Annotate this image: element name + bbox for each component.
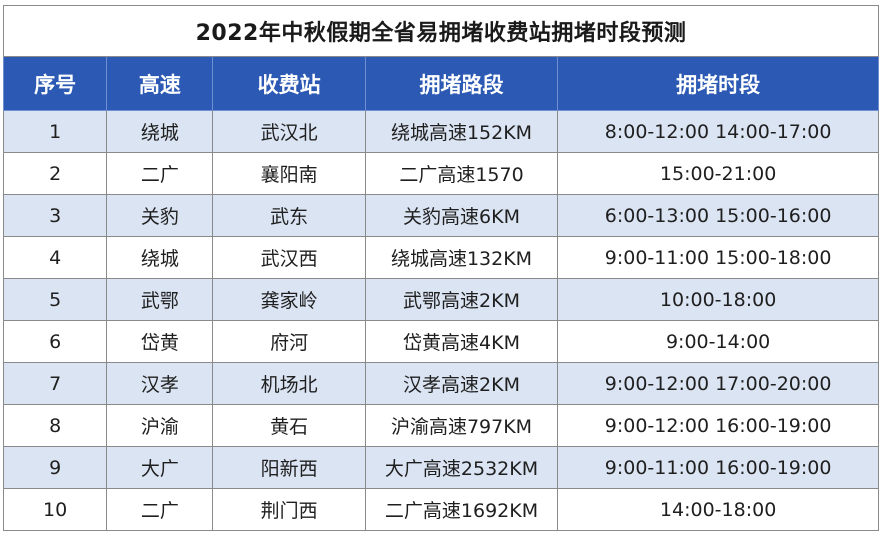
header-row: 序号 高速 收费站 拥堵路段 拥堵时段 [2, 56, 879, 111]
cell-index[interactable]: 6 [2, 320, 108, 363]
table-row: 10 二广 荆门西 二广高速1692KM 14:00-18:00 [2, 488, 879, 531]
cell-index[interactable]: 1 [2, 110, 108, 153]
cell-congested-section[interactable]: 绕城高速132KM [364, 236, 559, 279]
cell-toll-station[interactable]: 黄石 [212, 404, 366, 447]
cell-toll-station[interactable]: 阳新西 [212, 446, 366, 489]
cell-highway[interactable]: 岱黄 [106, 320, 214, 363]
table-row: 9 大广 阳新西 大广高速2532KM 9:00-11:00 16:00-19:… [2, 446, 879, 489]
cell-congestion-period[interactable]: 9:00-11:00 15:00-18:00 [557, 236, 879, 279]
cell-index[interactable]: 2 [2, 152, 108, 195]
cell-congested-section[interactable]: 关豹高速6KM [364, 194, 559, 237]
header-cell-congestion-period[interactable]: 拥堵时段 [557, 56, 879, 111]
cell-highway[interactable]: 关豹 [106, 194, 214, 237]
cell-toll-station[interactable]: 武汉西 [212, 236, 366, 279]
table-row: 8 沪渝 黄石 沪渝高速797KM 9:00-12:00 16:00-19:00 [2, 404, 879, 447]
cell-congestion-period[interactable]: 9:00-14:00 [557, 320, 879, 363]
cell-toll-station[interactable]: 机场北 [212, 362, 366, 405]
table-row: 6 岱黄 府河 岱黄高速4KM 9:00-14:00 [2, 320, 879, 363]
cell-congested-section[interactable]: 汉孝高速2KM [364, 362, 559, 405]
table-row: 7 汉孝 机场北 汉孝高速2KM 9:00-12:00 17:00-20:00 [2, 362, 879, 405]
cell-index[interactable]: 8 [2, 404, 108, 447]
cell-congested-section[interactable]: 大广高速2532KM [364, 446, 559, 489]
cell-toll-station[interactable]: 府河 [212, 320, 366, 363]
cell-toll-station[interactable]: 武汉北 [212, 110, 366, 153]
cell-congestion-period[interactable]: 10:00-18:00 [557, 278, 879, 321]
table-row: 5 武鄂 龚家岭 武鄂高速2KM 10:00-18:00 [2, 278, 879, 321]
header-cell-toll-station[interactable]: 收费站 [212, 56, 366, 111]
title-row: 2022年中秋假期全省易拥堵收费站拥堵时段预测 [3, 5, 879, 57]
cell-congested-section[interactable]: 沪渝高速797KM [364, 404, 559, 447]
cell-highway[interactable]: 大广 [106, 446, 214, 489]
cell-highway[interactable]: 汉孝 [106, 362, 214, 405]
cell-toll-station[interactable]: 襄阳南 [212, 152, 366, 195]
header-cell-congested-section[interactable]: 拥堵路段 [364, 56, 559, 111]
cell-index[interactable]: 3 [2, 194, 108, 237]
cell-highway[interactable]: 武鄂 [106, 278, 214, 321]
cell-congested-section[interactable]: 岱黄高速4KM [364, 320, 559, 363]
cell-toll-station[interactable]: 武东 [212, 194, 366, 237]
cell-index[interactable]: 5 [2, 278, 108, 321]
table-row: 4 绕城 武汉西 绕城高速132KM 9:00-11:00 15:00-18:0… [2, 236, 879, 279]
cell-index[interactable]: 10 [2, 488, 108, 531]
table-title[interactable]: 2022年中秋假期全省易拥堵收费站拥堵时段预测 [3, 5, 879, 57]
cell-congestion-period[interactable]: 14:00-18:00 [557, 488, 879, 531]
cell-index[interactable]: 7 [2, 362, 108, 405]
cell-highway[interactable]: 绕城 [106, 236, 214, 279]
cell-congested-section[interactable]: 二广高速1692KM [364, 488, 559, 531]
cell-highway[interactable]: 沪渝 [106, 404, 214, 447]
cell-highway[interactable]: 二广 [106, 152, 214, 195]
cell-congestion-period[interactable]: 9:00-12:00 17:00-20:00 [557, 362, 879, 405]
cell-congestion-period[interactable]: 15:00-21:00 [557, 152, 879, 195]
congestion-forecast-table: 2022年中秋假期全省易拥堵收费站拥堵时段预测 序号 高速 收费站 拥堵路段 拥… [2, 5, 879, 531]
cell-highway[interactable]: 二广 [106, 488, 214, 531]
cell-congested-section[interactable]: 武鄂高速2KM [364, 278, 559, 321]
cell-congestion-period[interactable]: 8:00-12:00 14:00-17:00 [557, 110, 879, 153]
cell-index[interactable]: 9 [2, 446, 108, 489]
cell-highway[interactable]: 绕城 [106, 110, 214, 153]
cell-congestion-period[interactable]: 9:00-11:00 16:00-19:00 [557, 446, 879, 489]
cell-congestion-period[interactable]: 9:00-12:00 16:00-19:00 [557, 404, 879, 447]
header-cell-highway[interactable]: 高速 [106, 56, 214, 111]
table-row: 2 二广 襄阳南 二广高速1570 15:00-21:00 [2, 152, 879, 195]
header-cell-index[interactable]: 序号 [2, 56, 108, 111]
cell-congested-section[interactable]: 二广高速1570 [364, 152, 559, 195]
spreadsheet-view: 2022年中秋假期全省易拥堵收费站拥堵时段预测 序号 高速 收费站 拥堵路段 拥… [2, 5, 879, 531]
table-row: 3 关豹 武东 关豹高速6KM 6:00-13:00 15:00-16:00 [2, 194, 879, 237]
cell-toll-station[interactable]: 荆门西 [212, 488, 366, 531]
cell-congested-section[interactable]: 绕城高速152KM [364, 110, 559, 153]
cell-congestion-period[interactable]: 6:00-13:00 15:00-16:00 [557, 194, 879, 237]
table-row: 1 绕城 武汉北 绕城高速152KM 8:00-12:00 14:00-17:0… [2, 110, 879, 153]
cell-index[interactable]: 4 [2, 236, 108, 279]
cell-toll-station[interactable]: 龚家岭 [212, 278, 366, 321]
